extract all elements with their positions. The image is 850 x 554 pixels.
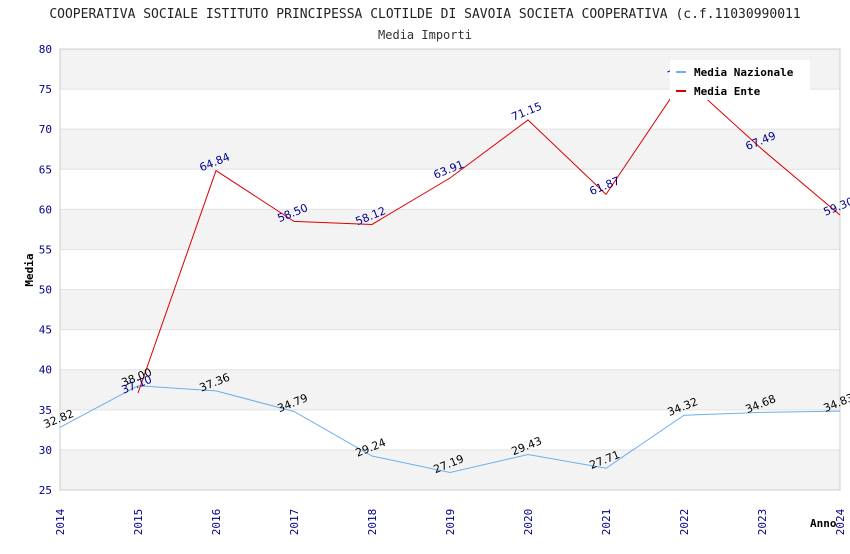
legend-label: Media Nazionale (694, 66, 794, 79)
y-tick-label: 35 (39, 404, 52, 417)
y-tick-label: 55 (39, 243, 52, 256)
grid-band (60, 289, 840, 330)
y-axis-label: Media (23, 253, 36, 286)
y-tick-label: 60 (39, 203, 52, 216)
grid-band (60, 449, 840, 490)
x-tick-label: 2019 (444, 509, 457, 536)
y-tick-label: 30 (39, 444, 52, 457)
grid-band (60, 369, 840, 410)
x-tick-label: 2015 (132, 509, 145, 536)
x-tick-label: 2022 (678, 509, 691, 536)
y-tick-label: 75 (39, 83, 52, 96)
grid-band (60, 129, 840, 170)
y-tick-label: 25 (39, 484, 52, 497)
x-tick-label: 2018 (366, 509, 379, 536)
y-tick-label: 65 (39, 163, 52, 176)
grid-band (60, 209, 840, 250)
data-label: 61.87 (588, 174, 622, 198)
x-tick-label: 2017 (288, 509, 301, 536)
legend-box (670, 60, 810, 100)
x-tick-label: 2021 (600, 509, 613, 536)
y-tick-label: 70 (39, 123, 52, 136)
y-tick-label: 40 (39, 364, 52, 377)
chart-subtitle: Media Importi (378, 28, 472, 42)
series-line-media-ente (137, 77, 841, 394)
x-tick-label: 2023 (756, 509, 769, 536)
legend-label: Media Ente (694, 85, 761, 98)
data-label: 71.15 (510, 100, 544, 124)
chart-title: COOPERATIVA SOCIALE ISTITUTO PRINCIPESSA… (49, 7, 800, 22)
y-tick-label: 50 (39, 284, 52, 297)
legend: Media Nazionale Media Ente (670, 60, 810, 100)
x-tick-label: 2024 (834, 508, 847, 535)
series-line-media-nazionale (59, 385, 841, 473)
x-tick-label: 2020 (522, 509, 535, 536)
y-tick-label: 45 (39, 324, 52, 337)
plot-area-border (59, 48, 841, 491)
x-tick-label: 2014 (54, 508, 67, 535)
x-axis-label: Anno (810, 517, 837, 530)
y-tick-label: 80 (39, 43, 52, 56)
x-tick-label: 2016 (210, 509, 223, 536)
